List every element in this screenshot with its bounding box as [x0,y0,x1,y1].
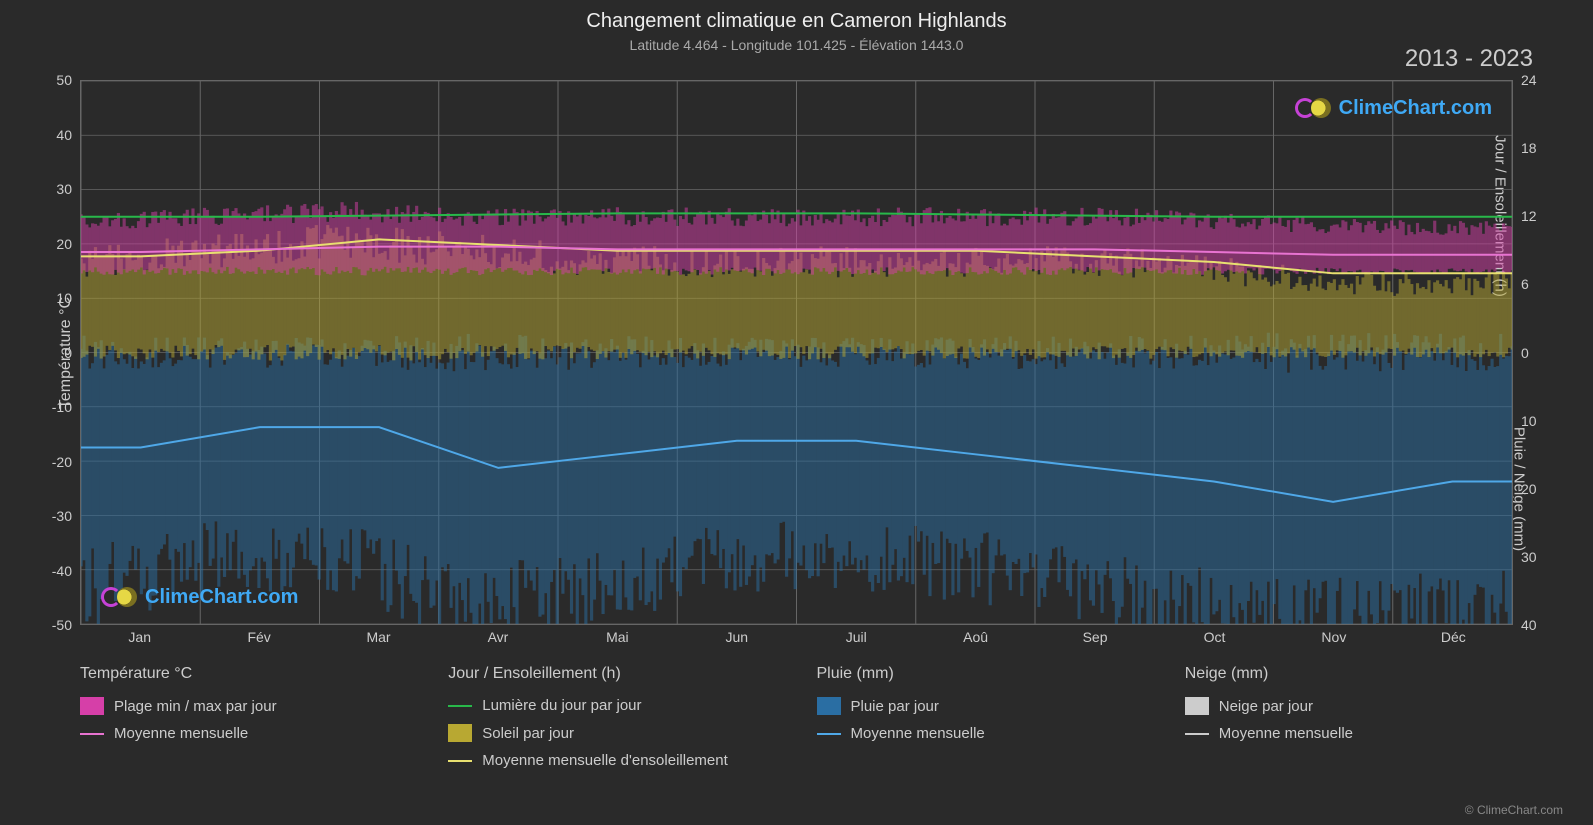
xtick: Oct [1204,629,1226,645]
legend-item: Plage min / max par jour [80,697,408,715]
ytick-left: -30 [52,508,72,524]
legend-item: Soleil par jour [448,724,776,742]
xtick: Juil [846,629,867,645]
watermark-text: ClimeChart.com [1339,97,1492,120]
xtick: Mai [606,629,629,645]
legend-item: Lumière du jour par jour [448,697,776,714]
legend-item: Neige par jour [1185,697,1513,715]
ytick-left: -10 [52,399,72,415]
legend-col-rain: Pluie (mm) Pluie par jour Moyenne mensuell… [817,665,1145,815]
ytick-right: 6 [1521,276,1529,292]
legend-swatch [1185,733,1209,735]
legend-swatch [448,724,472,742]
xtick: Fév [247,629,270,645]
legend-item: Pluie par jour [817,697,1145,715]
legend-swatch [817,733,841,735]
legend-label: Plage min / max par jour [114,698,277,715]
legend-label: Soleil par jour [482,725,574,742]
legend-item: Moyenne mensuelle [817,725,1145,742]
xtick: Aoû [963,629,988,645]
date-range: 2013 - 2023 [1405,45,1533,73]
watermark-top: ClimeChart.com [1295,96,1492,120]
xtick: Avr [488,629,509,645]
legend-header: Jour / Ensoleillement (h) [448,665,776,683]
plot-svg [81,81,1512,624]
xtick: Jun [725,629,748,645]
legend-swatch [817,697,841,715]
legend-label: Pluie par jour [851,698,939,715]
plot-area: ClimeChart.com ClimeChart.com [80,80,1513,625]
climate-chart: Changement climatique en Cameron Highlan… [0,0,1593,825]
legend-header: Pluie (mm) [817,665,1145,683]
ytick-left: 20 [56,236,72,252]
watermark-bottom: ClimeChart.com [101,585,298,609]
y-axis-left: Température °C -50-40-30-20-100102030405… [0,80,80,625]
legend-swatch [1185,697,1209,715]
x-axis: Jan Fév Mar Avr Mai Jun Juil Aoû Sep Oct Nov Déc [80,625,1513,655]
legend-label: Moyenne mensuelle [114,725,248,742]
logo-icon [1295,96,1333,120]
legend-header: Température °C [80,665,408,683]
ytick-left: -50 [52,617,72,633]
legend-item: Moyenne mensuelle [1185,725,1513,742]
xtick: Nov [1321,629,1346,645]
legend-swatch [448,760,472,762]
legend: Température °C Plage min / max par jour Mo… [80,665,1513,815]
ytick-right: 0 [1521,345,1529,361]
legend-col-snow: Neige (mm) Neige par jour Moyenne mensuell… [1185,665,1513,815]
ytick-left: -20 [52,454,72,470]
legend-col-temperature: Température °C Plage min / max par jour Mo… [80,665,408,815]
chart-title: Changement climatique en Cameron Highlan… [0,0,1593,33]
legend-label: Moyenne mensuelle [1219,725,1353,742]
ytick-left: -40 [52,563,72,579]
watermark-text: ClimeChart.com [145,586,298,609]
chart-subtitle: Latitude 4.464 - Longitude 101.425 - Élé… [0,33,1593,53]
ytick-right: 20 [1521,481,1537,497]
legend-label: Lumière du jour par jour [482,697,641,714]
xtick: Jan [128,629,151,645]
legend-header: Neige (mm) [1185,665,1513,683]
legend-swatch [80,733,104,735]
xtick: Déc [1441,629,1466,645]
legend-label: Neige par jour [1219,698,1313,715]
xtick: Mar [366,629,390,645]
ytick-right: 12 [1521,208,1537,224]
legend-label: Moyenne mensuelle d'ensoleillement [482,752,728,769]
ytick-right: 18 [1521,140,1537,156]
ytick-left: 10 [56,290,72,306]
copyright: © ClimeChart.com [1465,803,1563,817]
legend-item: Moyenne mensuelle d'ensoleillement [448,752,776,769]
ytick-left: 40 [56,127,72,143]
legend-swatch [80,697,104,715]
y-axis-right: Jour / Ensoleillement (h) Pluie / Neige … [1513,80,1593,625]
legend-swatch [448,705,472,707]
ytick-right: 10 [1521,413,1537,429]
ytick-left: 0 [64,345,72,361]
ytick-left: 30 [56,181,72,197]
logo-icon [101,585,139,609]
ytick-right: 24 [1521,72,1537,88]
ytick-left: 50 [56,72,72,88]
ytick-right: 40 [1521,617,1537,633]
ytick-right: 30 [1521,549,1537,565]
xtick: Sep [1083,629,1108,645]
legend-col-daylight: Jour / Ensoleillement (h) Lumière du jour… [448,665,776,815]
legend-item: Moyenne mensuelle [80,725,408,742]
legend-label: Moyenne mensuelle [851,725,985,742]
